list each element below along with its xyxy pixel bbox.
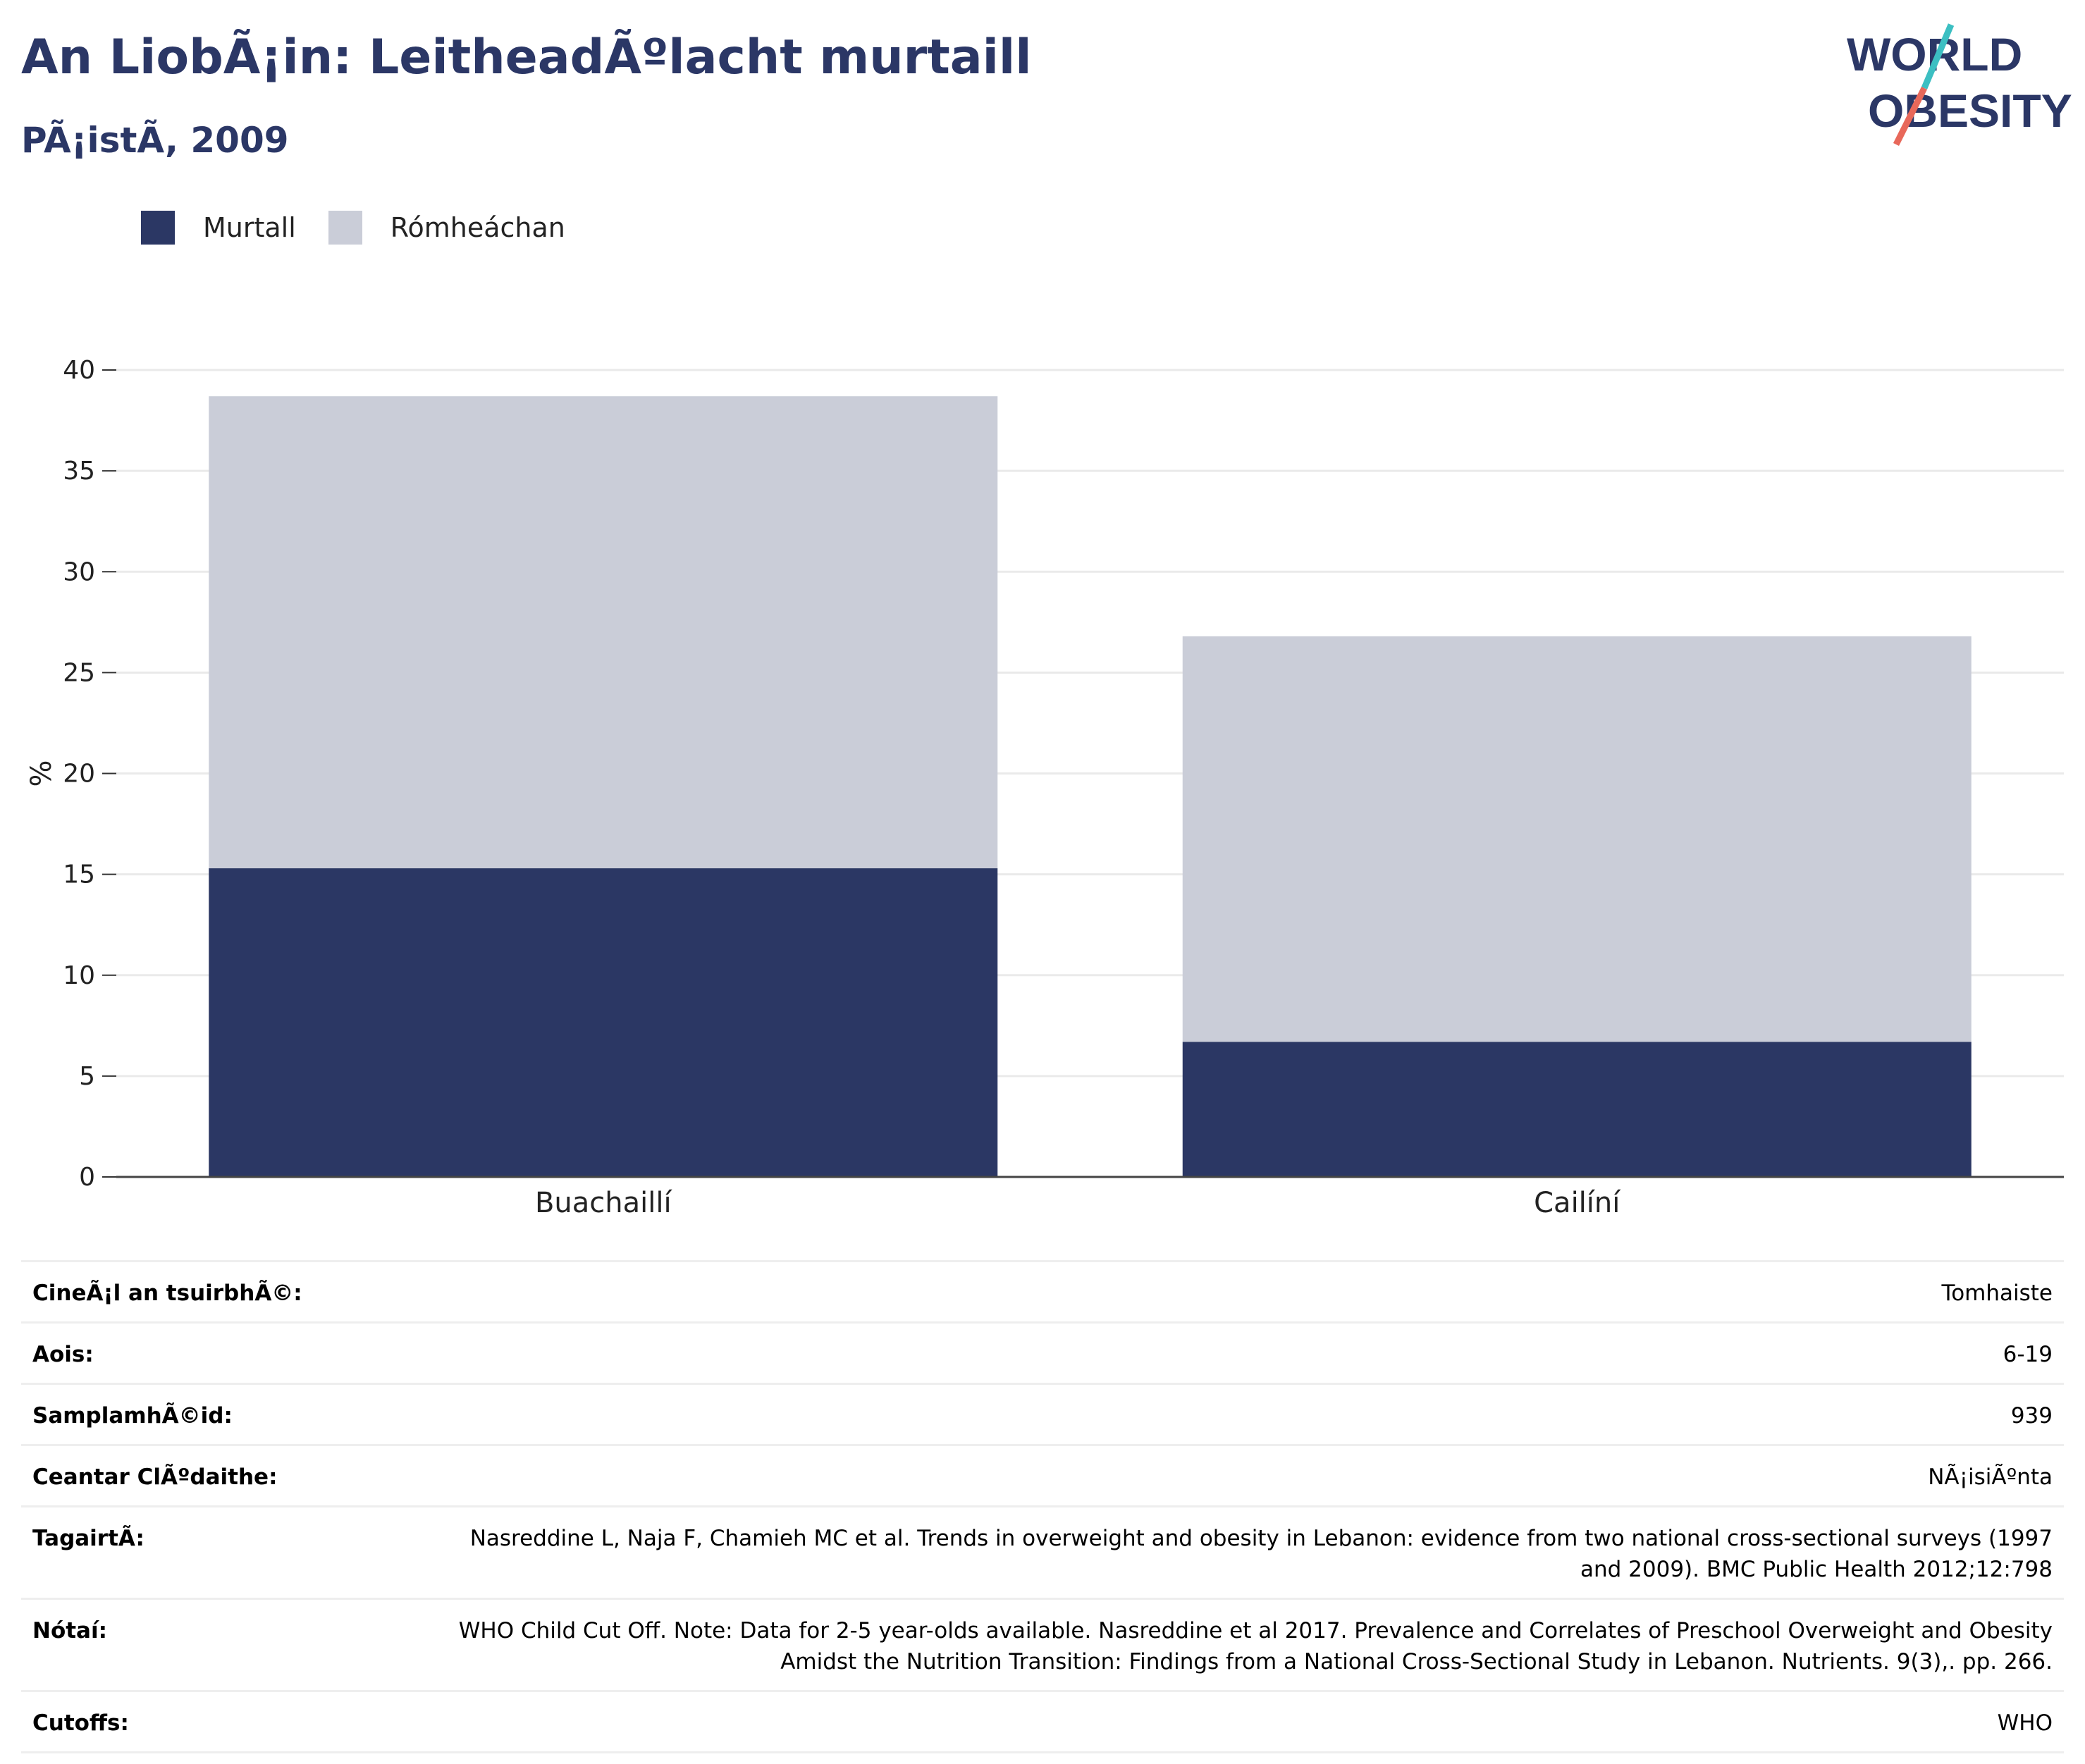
y-tick-label: 5 xyxy=(79,1062,95,1091)
meta-label: TagairtÃ: xyxy=(32,1526,144,1551)
meta-value: WHO xyxy=(1997,1710,2053,1736)
meta-row: Nótaí: WHO Child Cut Off. Note: Data for … xyxy=(21,1598,2064,1690)
legend-swatch-overweight xyxy=(328,211,362,245)
meta-label: Nótaí: xyxy=(32,1618,108,1643)
y-tick-label: 40 xyxy=(63,356,95,385)
y-tick-label: 30 xyxy=(63,557,95,586)
x-tick-label: Cailíní xyxy=(1534,1187,1621,1219)
chart-legend: Murtall Rómheáchan xyxy=(141,208,598,247)
meta-label: CineÃ¡l an tsuirbhÃ©: xyxy=(32,1281,302,1306)
y-tick-label: 35 xyxy=(63,457,95,486)
x-tick-label: Buachaillí xyxy=(535,1187,673,1219)
y-tick-label: 25 xyxy=(63,658,95,687)
logo-text-obesity: OBESITY xyxy=(1868,85,2072,137)
bar-obese-1 xyxy=(1182,1042,1972,1177)
meta-row: Cutoffs: WHO xyxy=(21,1690,2064,1753)
metadata-table: CineÃ¡l an tsuirbhÃ©: Tomhaiste Aois: 6-19 S… xyxy=(21,1260,2064,1753)
meta-label: Aois: xyxy=(32,1342,94,1367)
meta-value: Nasreddine L, Naja F, Chamieh MC et al. … xyxy=(469,1526,2053,1582)
logo-slash-teal xyxy=(1921,23,1955,90)
meta-row: SamplamhÃ©id: 939 xyxy=(21,1383,2064,1444)
meta-row: TagairtÃ: Nasreddine L, Naja F, Chamieh M… xyxy=(21,1505,2064,1598)
chart-subtitle: PÃ¡istÃ, 2009 xyxy=(21,120,289,161)
meta-value: 939 xyxy=(2010,1403,2053,1429)
legend-swatch-obese xyxy=(141,211,175,245)
bar-chart: 0 5 10 15 20 25 30 35 40% Buachaillí Cailíní xyxy=(25,356,2064,1219)
legend-item-obese: Murtall xyxy=(141,211,296,245)
y-tick-label: 10 xyxy=(63,961,95,990)
meta-label: Ceantar ClÃºdaithe: xyxy=(32,1464,278,1490)
bar-overweight-1 xyxy=(1182,636,1972,1042)
y-tick-label: 0 xyxy=(79,1163,95,1192)
meta-label: Cutoffs: xyxy=(32,1710,129,1736)
legend-item-overweight: Rómheáchan xyxy=(328,211,565,245)
y-tick-label: 20 xyxy=(63,760,95,789)
world-obesity-logo: WORLD OBESITY xyxy=(1847,23,2072,147)
y-tick-label: 15 xyxy=(63,861,95,889)
meta-row: Aois: 6-19 xyxy=(21,1321,2064,1383)
meta-value: NÃ¡isiÃºnta xyxy=(1928,1464,2053,1490)
meta-label: SamplamhÃ©id: xyxy=(32,1403,233,1429)
chart-title: An LiobÃ¡in: LeitheadÃºlacht murtaill xyxy=(21,30,1032,85)
meta-value: Tomhaiste xyxy=(1941,1281,2053,1306)
logo-slash-coral xyxy=(1893,86,1928,147)
logo-text-world: WORLD xyxy=(1847,28,2022,80)
y-axis-label: % xyxy=(25,760,58,787)
meta-value: WHO Child Cut Off. Note: Data for 2-5 ye… xyxy=(458,1618,2053,1674)
meta-value: 6-19 xyxy=(2003,1342,2053,1367)
legend-label-obese: Murtall xyxy=(203,212,296,243)
meta-row: Ceantar ClÃºdaithe: NÃ¡isiÃºnta xyxy=(21,1444,2064,1505)
bar-obese-0 xyxy=(209,868,998,1177)
bar-overweight-0 xyxy=(209,396,998,869)
meta-row: CineÃ¡l an tsuirbhÃ©: Tomhaiste xyxy=(21,1260,2064,1321)
legend-label-overweight: Rómheáchan xyxy=(390,212,565,243)
